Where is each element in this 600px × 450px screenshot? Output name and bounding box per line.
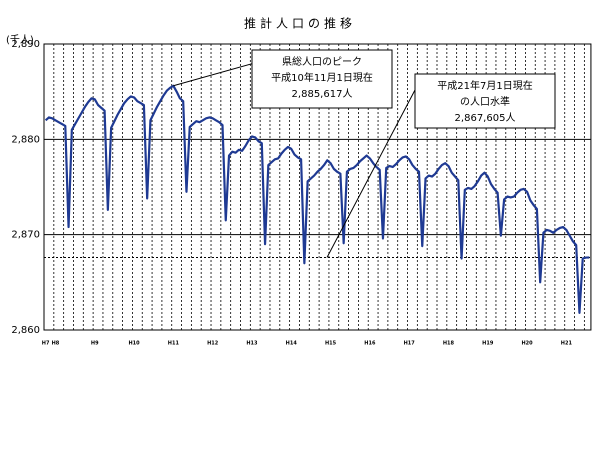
plot-frame xyxy=(43,43,592,331)
x-tick-label: H18 xyxy=(443,341,455,347)
annotation-text: 平成21年7月1日現在 xyxy=(437,79,532,92)
annotation-box xyxy=(414,73,556,129)
annotation-text: の人口水準 xyxy=(460,95,510,108)
y-tick-label: 2,890 xyxy=(11,39,40,50)
x-tick-label: H9 xyxy=(91,341,99,347)
data-line xyxy=(44,84,590,314)
y-tick-label: 2,860 xyxy=(11,325,40,336)
annotation-leader xyxy=(326,89,416,258)
annotation-text: 2,867,605人 xyxy=(455,112,516,124)
annotation-box xyxy=(251,49,393,109)
x-tick-label: H21 xyxy=(561,341,573,347)
x-tick-label: H11 xyxy=(168,341,180,347)
x-tick-label: H13 xyxy=(246,341,258,347)
x-tick-label: H10 xyxy=(128,341,140,347)
x-tick-label: H16 xyxy=(364,341,376,347)
x-tick-label: H19 xyxy=(482,341,494,347)
x-tick-label: H8 xyxy=(52,341,60,347)
annotation-text: 平成10年11月1日現在 xyxy=(271,71,373,84)
x-tick-label: H15 xyxy=(325,341,337,347)
annotation-leader xyxy=(173,61,259,87)
y-axis-label: (千人) xyxy=(6,34,34,46)
annotation-text: 2,885,617人 xyxy=(292,88,353,100)
annotation-text: 県総人口のピーク xyxy=(282,55,362,68)
y-tick-label: 2,870 xyxy=(11,230,40,241)
x-tick-label: H14 xyxy=(286,341,298,347)
chart-title: 推計人口の推移 xyxy=(244,16,356,31)
x-tick-label: H17 xyxy=(404,341,416,347)
x-tick-label: H12 xyxy=(207,341,219,347)
y-tick-label: 2,880 xyxy=(11,134,40,145)
x-tick-label: H20 xyxy=(521,341,533,347)
x-tick-label: H7 xyxy=(42,341,50,347)
